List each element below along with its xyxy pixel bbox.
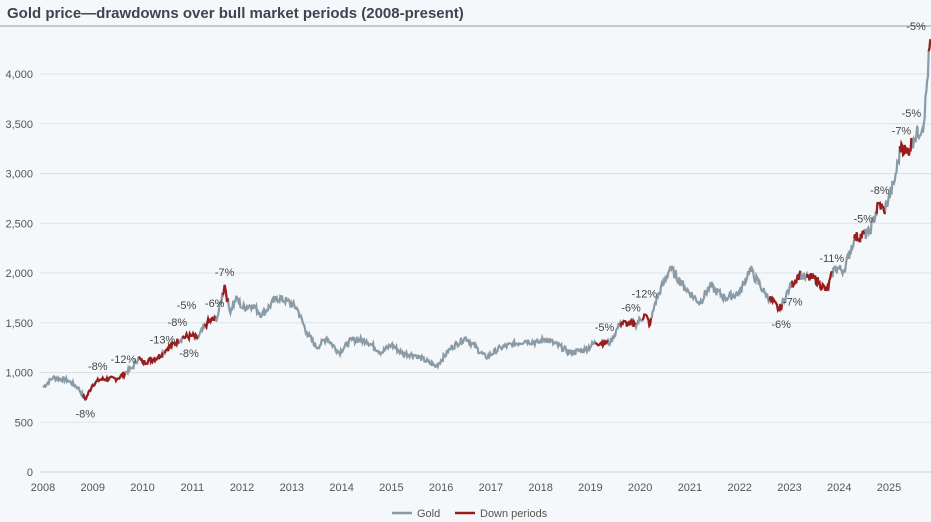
down-period-segment [768,295,784,314]
drawdown-label: -8% [179,348,199,360]
drawdown-label: -5% [177,300,197,312]
y-tick-label: 1,500 [5,318,33,330]
down-period-segment [641,313,653,329]
x-tick-label: 2014 [329,482,353,494]
drawdown-label: -7% [783,296,803,308]
drawdown-label: -12% [631,289,657,301]
drawdown-label: -11% [819,253,844,265]
drawdown-label: -8% [76,408,96,420]
x-tick-label: 2017 [479,482,503,494]
x-tick-label: 2010 [130,482,154,494]
down-period-segment [163,338,180,354]
y-tick-label: 2,000 [5,268,33,280]
down-period-segment [221,284,230,303]
x-tick-label: 2024 [827,482,851,494]
x-tick-label: 2018 [528,482,552,494]
down-period-segment [805,270,833,293]
legend-gold-label: Gold [417,508,440,520]
drawdown-label: -5% [854,213,874,225]
x-tick-label: 2012 [230,482,254,494]
drawdown-label: -6% [771,319,791,331]
down-period-segment [138,352,164,367]
x-tick-label: 2009 [81,482,105,494]
down-period-segment [905,137,913,156]
drawdown-label: -5% [906,21,926,33]
title-divider [0,25,931,27]
drawdown-label: -5% [595,322,615,334]
down-period-segment [203,314,216,331]
y-tick-label: 2,500 [5,218,33,230]
y-tick-label: 1,000 [5,368,33,380]
x-tick-label: 2025 [877,482,901,494]
down-period-segment [875,201,886,215]
y-tick-label: 500 [15,417,33,429]
x-tick-label: 2022 [727,482,751,494]
x-tick-label: 2015 [379,482,403,494]
drawdown-label: -7% [892,126,912,138]
y-tick-label: 4,000 [5,69,33,81]
drawdown-label: -8% [168,317,188,329]
drawdown-label: -6% [621,303,641,315]
down-period-segment [181,330,189,340]
x-tick-label: 2020 [628,482,652,494]
x-tick-label: 2016 [429,482,453,494]
x-tick-label: 2013 [280,482,304,494]
down-period-segment [853,230,866,243]
drawdown-label: -5% [902,108,922,120]
x-tick-label: 2023 [777,482,801,494]
y-tick-label: 0 [27,467,33,479]
down-period-segment [91,376,100,388]
down-period-segment [927,39,931,52]
drawdown-label: -8% [870,185,890,197]
down-period-segment [97,371,127,384]
legend-down-label: Down periods [480,508,548,520]
down-period-segment [790,270,802,288]
drawdown-label: -6% [205,298,225,310]
down-period-segment [81,383,94,402]
x-tick-label: 2008 [31,482,55,494]
down-period-segment [594,338,609,349]
drawdown-label: -7% [215,267,235,279]
drawdown-label: -13% [150,334,176,346]
y-tick-label: 3,500 [5,119,33,131]
chart-title: Gold price—drawdowns over bull market pe… [7,5,464,22]
down-period-segment [619,317,637,329]
drawdown-label: -12% [111,354,137,366]
x-tick-label: 2011 [180,482,204,494]
down-period-segment [898,139,908,158]
x-tick-label: 2021 [678,482,702,494]
y-tick-label: 3,000 [5,169,33,181]
x-tick-label: 2019 [578,482,602,494]
drawdown-label: -8% [88,361,108,373]
